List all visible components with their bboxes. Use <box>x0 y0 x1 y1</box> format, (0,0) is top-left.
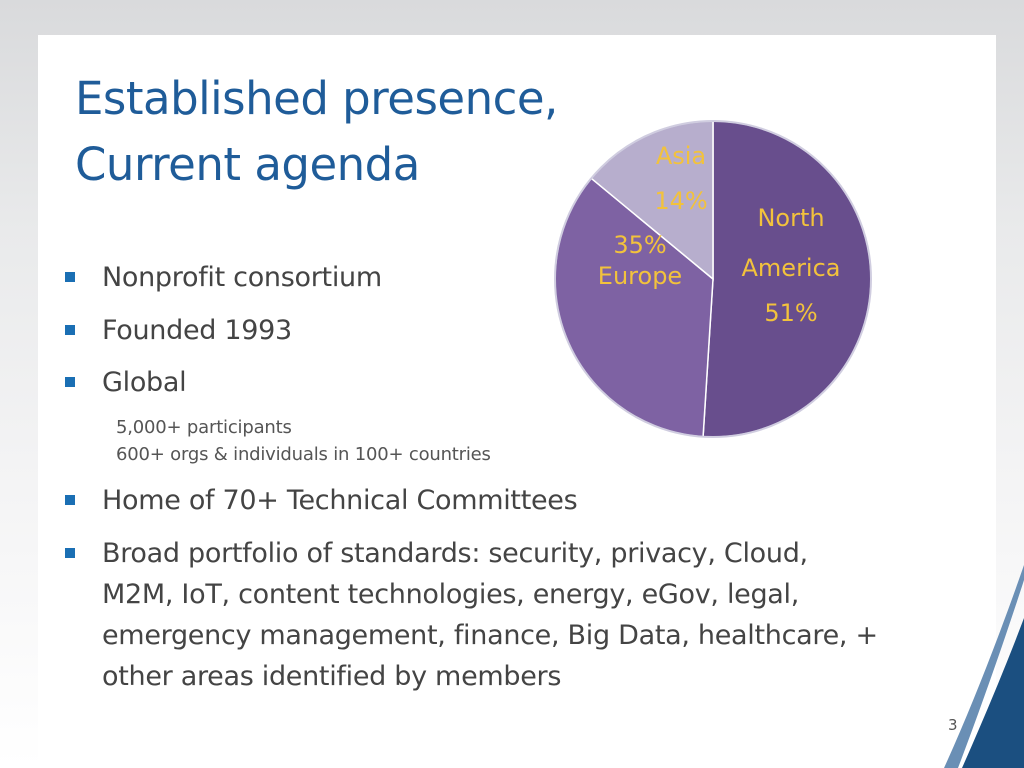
bullet-text: Founded 1993 <box>102 315 292 346</box>
pie-label-value: 51% <box>764 299 817 327</box>
sub-item: 600+ orgs & individuals in 100+ countrie… <box>116 444 491 465</box>
pie-chart: North America 51% Europe 35% Asia 14% <box>548 114 878 444</box>
bullet-text: Global <box>102 367 187 398</box>
bullet-marker <box>65 325 75 335</box>
bullet-text: Nonprofit consortium <box>102 262 382 293</box>
slide-title: Established presence, Current agenda <box>75 66 558 198</box>
bullet-marker <box>65 377 75 387</box>
bullet-item: Broad portfolio of standards: security, … <box>65 533 882 697</box>
bullet-text: Broad portfolio of standards: security, … <box>102 538 878 692</box>
pie-label-value: 14% <box>654 187 707 215</box>
bullet-marker <box>65 548 75 558</box>
bullet-marker <box>65 272 75 282</box>
bullet-item: Founded 1993 <box>65 310 292 351</box>
bullet-item: Home of 70+ Technical Committees <box>65 480 578 521</box>
pie-label-name: Asia <box>656 142 706 170</box>
sub-item: 5,000+ participants <box>116 417 292 438</box>
title-line-2: Current agenda <box>75 138 420 191</box>
content-panel <box>38 35 996 768</box>
pie-label-value: 35% <box>613 231 666 259</box>
title-line-1: Established presence, <box>75 72 558 125</box>
bullet-marker <box>65 495 75 505</box>
sub-list: 5,000+ participants 600+ orgs & individu… <box>116 414 491 468</box>
page-number: 3 <box>948 716 958 734</box>
bullet-text: Home of 70+ Technical Committees <box>102 485 578 516</box>
pie-label-name: Europe <box>598 262 682 290</box>
pie-outline <box>554 120 872 438</box>
bullet-item: Global <box>65 362 187 403</box>
pie-label-name: America <box>742 254 841 282</box>
bullet-item: Nonprofit consortium <box>65 257 382 298</box>
pie-chart-svg: North America 51% Europe 35% Asia 14% <box>554 120 872 438</box>
pie-label-name: North <box>757 204 824 232</box>
